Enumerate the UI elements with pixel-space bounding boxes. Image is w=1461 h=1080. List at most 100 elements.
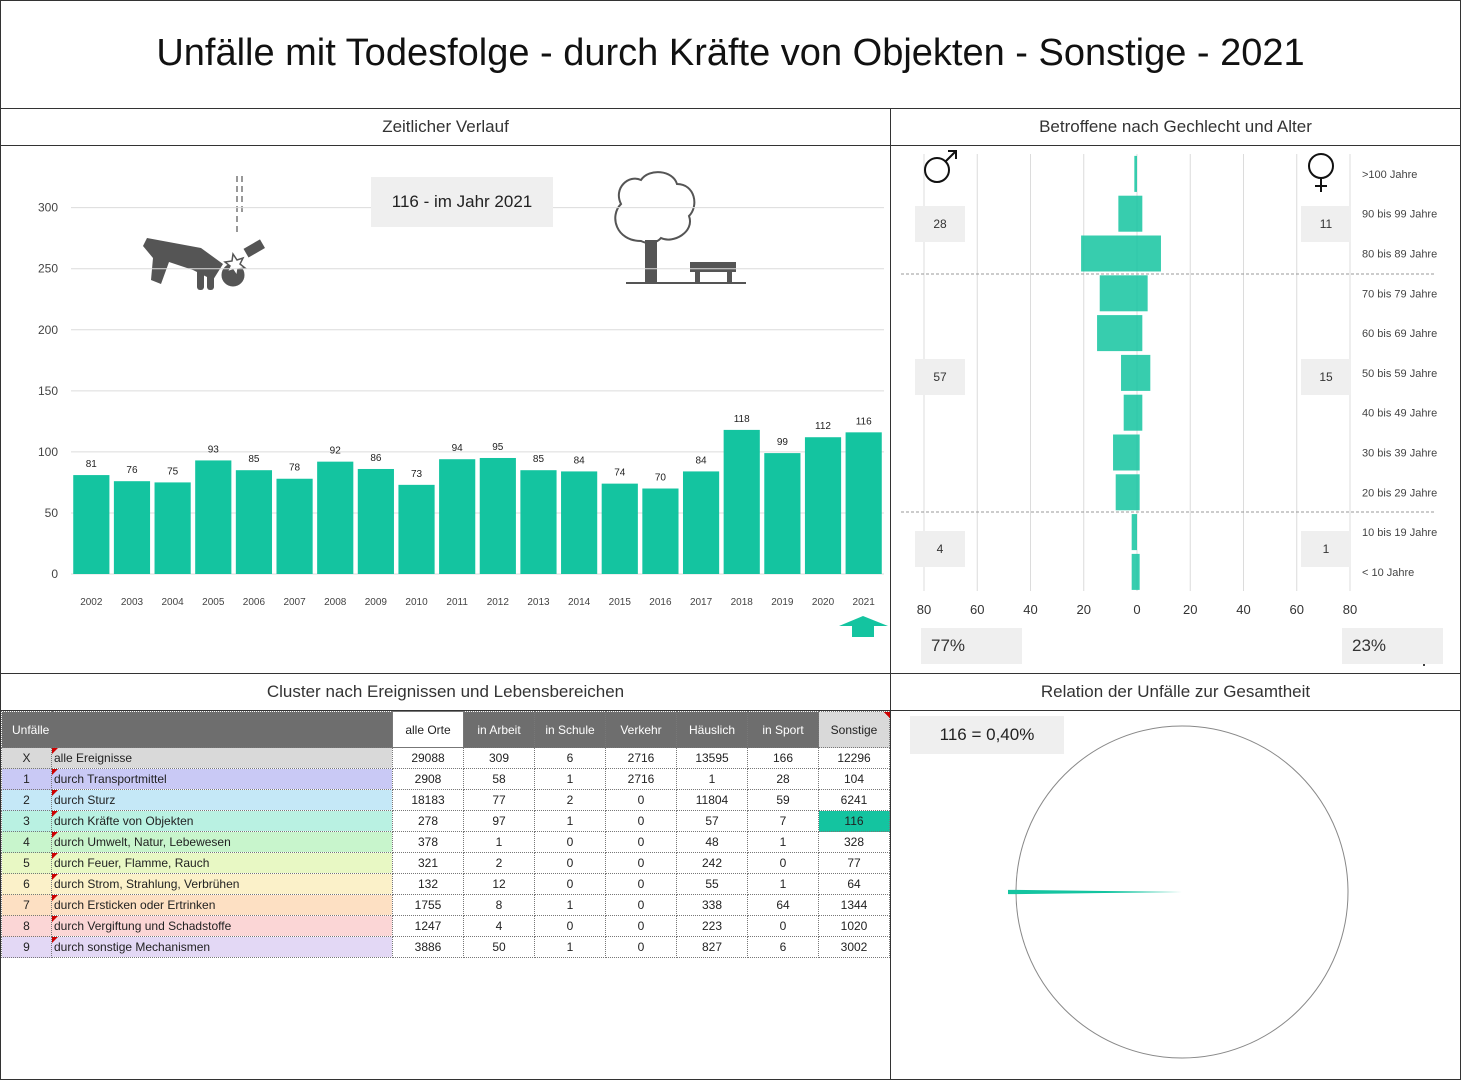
male-bar: [1131, 514, 1137, 551]
pyramid-header: Betroffene nach Gechlecht und Alter: [891, 109, 1460, 146]
bar-2009: [357, 468, 394, 574]
table-cell: 166: [747, 747, 819, 769]
male-bar: [1099, 275, 1137, 312]
table-cell: 97: [463, 810, 535, 832]
table-cell: 223: [676, 915, 748, 937]
table-cell: 1: [534, 936, 606, 958]
x-tick-label: 2021: [853, 597, 876, 608]
x-tick-label: 2011: [446, 597, 468, 608]
x-tick-label: 2017: [690, 597, 713, 608]
table-cell: 1247: [392, 915, 464, 937]
table-header-in-sport: in Sport: [747, 711, 819, 748]
table-cell: 0: [534, 873, 606, 895]
female-bar: [1137, 195, 1143, 232]
age-group-label: >100 Jahre: [1362, 169, 1417, 181]
bar-2016: [642, 488, 679, 574]
x-tick-label: 80: [1343, 602, 1357, 617]
table-header-sonstige: Sonstige: [818, 711, 890, 748]
relation-callout: 116 = 0,40%: [910, 716, 1064, 754]
bar-value-label: 93: [208, 444, 220, 455]
male-bar: [1121, 354, 1137, 391]
timeline-bar-chart: 0 50 100 150 200 250 300 81 2002 76 2003 75 2004 93 2…: [38, 171, 888, 637]
row-id: 7: [1, 894, 52, 916]
table-cell: 1020: [818, 915, 890, 937]
x-tick-label: 2002: [80, 597, 103, 608]
table-row: 3 durch Kräfte von Objekten 278 97 1 0 57 7 116: [1, 810, 890, 832]
x-tick-label: 40: [1236, 602, 1250, 617]
female-bar: [1137, 315, 1143, 352]
bar-2013: [520, 470, 557, 574]
female-bar: [1137, 434, 1140, 471]
row-label: durch Vergiftung und Schadstoffe: [51, 915, 393, 937]
table-cell: 2908: [392, 768, 464, 790]
table-cell: 0: [747, 915, 819, 937]
bar-value-label: 95: [492, 442, 504, 453]
bar-value-label: 70: [655, 473, 667, 484]
age-group-label: 30 bis 39 Jahre: [1362, 448, 1437, 460]
y-tick-label: 100: [38, 445, 58, 459]
table-cell: 57: [676, 810, 748, 832]
y-tick-label: 150: [38, 384, 58, 398]
male-bar: [1097, 315, 1137, 352]
table-cell: 321: [392, 852, 464, 874]
age-gender-pyramid-chart: 80 60 40 20 0 20 40 60 80 >100 Jahre 90 bis 99 Ja…: [901, 150, 1437, 666]
bar-value-label: 74: [614, 468, 626, 479]
x-tick-label: 60: [970, 602, 984, 617]
table-cell: 0: [605, 810, 677, 832]
bar-value-label: 84: [574, 455, 586, 466]
bar-2014: [561, 471, 598, 574]
age-group-label: 70 bis 79 Jahre: [1362, 288, 1437, 300]
table-cell: 0: [605, 873, 677, 895]
table-cell: 12296: [818, 747, 890, 769]
table-cell: 2716: [605, 747, 677, 769]
table-cell: 1755: [392, 894, 464, 916]
bar-2002: [73, 475, 110, 574]
table-row: 7 durch Ersticken oder Ertrinken 1755 8 1 0 33…: [1, 894, 890, 916]
row-label: durch Ersticken oder Ertrinken: [51, 894, 393, 916]
row-label: alle Ereignisse: [51, 747, 393, 769]
x-tick-label: 80: [917, 602, 931, 617]
table-cell: 48: [676, 831, 748, 853]
male-group-box-under20: 4: [915, 531, 965, 567]
table-header-unfaelle: Unfälle: [1, 711, 393, 748]
bar-value-label: 84: [696, 455, 708, 466]
table-cell: 58: [463, 768, 535, 790]
table-header-alle-orte: alle Orte: [392, 711, 464, 748]
bar-2019: [764, 453, 801, 574]
bar-2008: [317, 461, 354, 574]
relation-header: Relation der Unfälle zur Gesamtheit: [891, 674, 1460, 711]
bar-2015: [601, 483, 638, 574]
row-id: 2: [1, 789, 52, 811]
table-cell: 0: [605, 936, 677, 958]
table-cell-highlight: 116: [818, 810, 890, 832]
table-cell: 64: [818, 873, 890, 895]
age-group-label: 80 bis 89 Jahre: [1362, 249, 1437, 261]
bar-2007: [276, 478, 313, 574]
table-cell: 2716: [605, 768, 677, 790]
row-label: durch Sturz: [51, 789, 393, 811]
age-group-label: 10 bis 19 Jahre: [1362, 527, 1437, 539]
table-cell: 1: [534, 810, 606, 832]
row-id: X: [1, 747, 52, 769]
table-cell: 64: [747, 894, 819, 916]
table-cell: 328: [818, 831, 890, 853]
male-bar: [1131, 553, 1137, 590]
table-cell: 8: [463, 894, 535, 916]
age-group-label: 20 bis 29 Jahre: [1362, 487, 1437, 499]
male-percentage: 77%: [921, 628, 1022, 664]
row-label: durch Kräfte von Objekten: [51, 810, 393, 832]
bar-2006: [235, 470, 273, 574]
table-cell: 0: [747, 852, 819, 874]
male-bar: [1118, 195, 1137, 232]
x-tick-label: 2004: [162, 597, 185, 608]
age-group-label: 90 bis 99 Jahre: [1362, 209, 1437, 221]
table-row: 4 durch Umwelt, Natur, Lebewesen 378 1 0 0 48 1…: [1, 831, 890, 853]
x-tick-label: 40: [1023, 602, 1037, 617]
x-tick-label: 2010: [405, 597, 428, 608]
table-cell: 0: [534, 852, 606, 874]
pie-slice-sonstige: [1008, 889, 1182, 895]
falling-person-icon: [143, 176, 265, 290]
table-cell: 0: [605, 894, 677, 916]
x-tick-label: 2016: [649, 597, 672, 608]
table-cell: 0: [605, 831, 677, 853]
